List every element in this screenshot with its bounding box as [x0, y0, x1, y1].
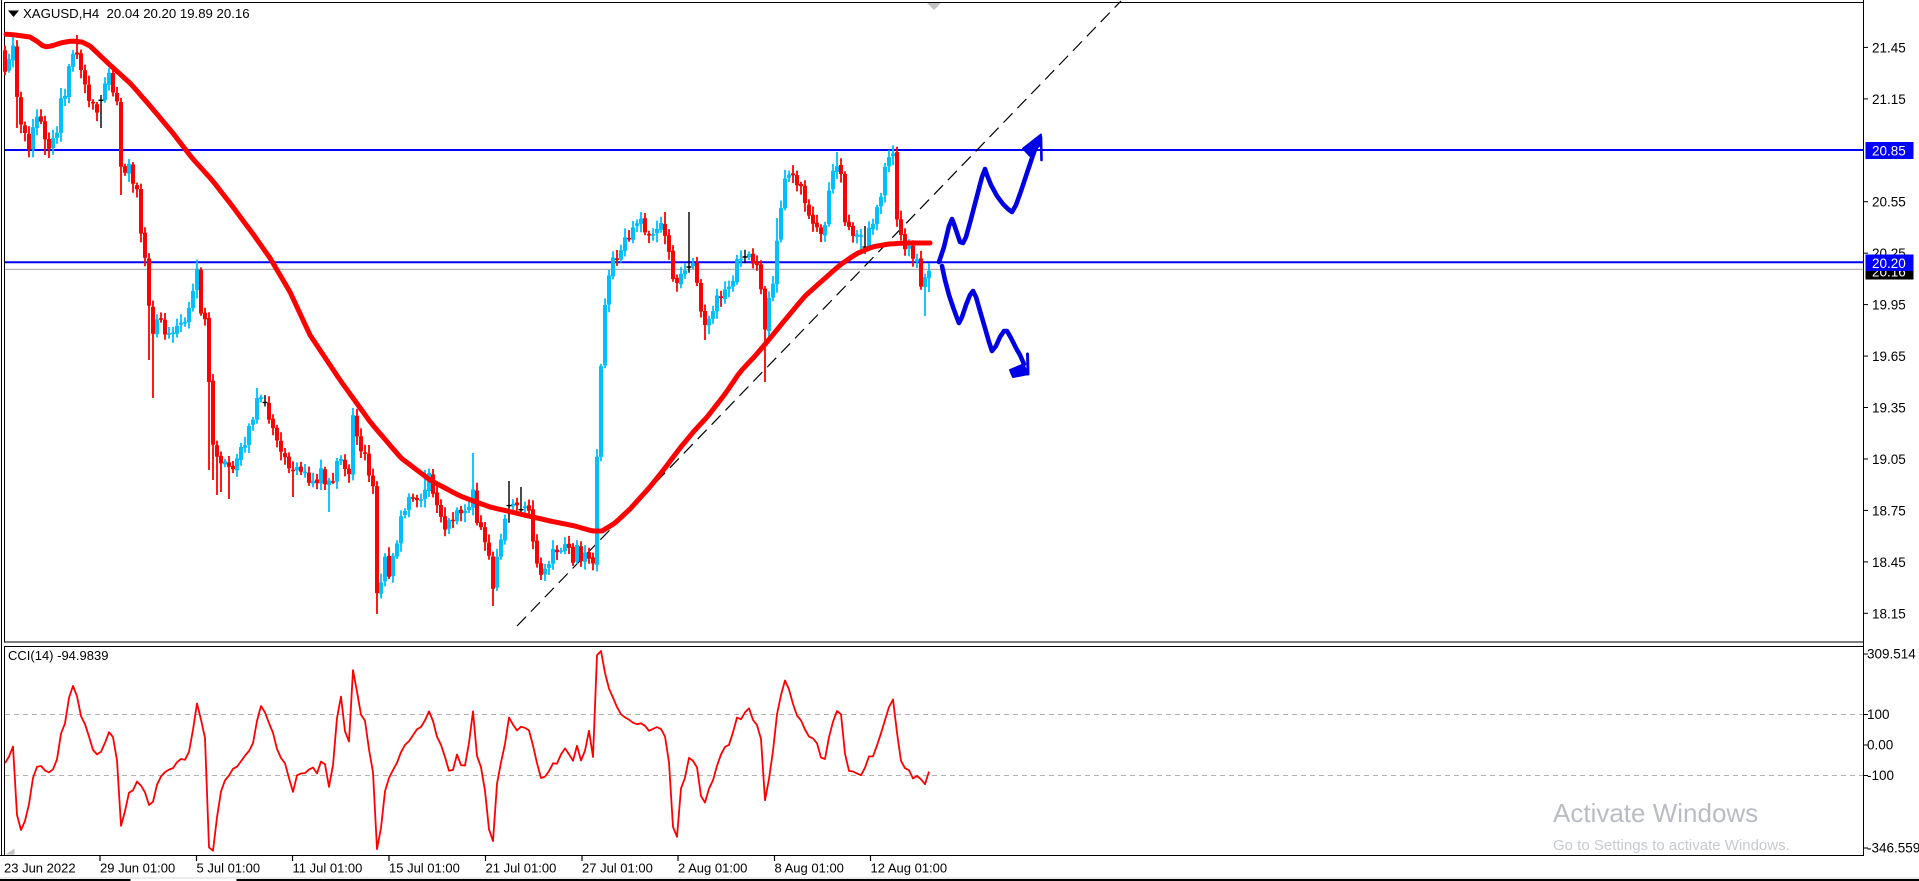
svg-text:19.65: 19.65: [1872, 349, 1906, 364]
svg-text:21 Jul 01:00: 21 Jul 01:00: [486, 861, 557, 876]
svg-text:21.45: 21.45: [1872, 40, 1906, 55]
svg-text:19.05: 19.05: [1872, 452, 1906, 467]
svg-text:5 Jul 01:00: 5 Jul 01:00: [197, 861, 261, 876]
svg-text:29 Jun 01:00: 29 Jun 01:00: [100, 861, 175, 876]
svg-text:Activate Windows: Activate Windows: [1553, 798, 1758, 828]
svg-text:100: 100: [1867, 707, 1890, 722]
svg-text:-346.559: -346.559: [1867, 841, 1919, 856]
svg-text:309.514: 309.514: [1867, 647, 1916, 662]
svg-text:CCI(14) -94.9839: CCI(14) -94.9839: [8, 648, 108, 663]
svg-text:-100: -100: [1867, 768, 1894, 783]
svg-text:18.75: 18.75: [1872, 503, 1906, 518]
svg-text:21.15: 21.15: [1872, 92, 1906, 107]
svg-text:Go to Settings to activate Win: Go to Settings to activate Windows.: [1553, 837, 1790, 854]
svg-text:20.20: 20.20: [1872, 256, 1906, 271]
svg-text:0.00: 0.00: [1867, 738, 1893, 753]
svg-text:20.55: 20.55: [1872, 195, 1906, 210]
svg-text:23 Jun 2022: 23 Jun 2022: [4, 861, 76, 876]
svg-text:18.45: 18.45: [1872, 555, 1906, 570]
svg-text:18.15: 18.15: [1872, 606, 1906, 621]
svg-text:19.35: 19.35: [1872, 401, 1906, 416]
svg-text:15 Jul 01:00: 15 Jul 01:00: [389, 861, 460, 876]
svg-text:2 Aug 01:00: 2 Aug 01:00: [678, 861, 747, 876]
svg-text:20.85: 20.85: [1872, 144, 1906, 159]
svg-text:19.95: 19.95: [1872, 298, 1906, 313]
svg-text:8 Aug 01:00: 8 Aug 01:00: [775, 861, 844, 876]
svg-text:27 Jul 01:00: 27 Jul 01:00: [582, 861, 653, 876]
svg-text:12 Aug 01:00: 12 Aug 01:00: [871, 861, 948, 876]
svg-text:11 Jul 01:00: 11 Jul 01:00: [293, 861, 363, 876]
svg-text:XAGUSD,H4 20.04 20.20 19.89 2: XAGUSD,H4 20.04 20.20 19.89 20.16: [23, 6, 250, 21]
